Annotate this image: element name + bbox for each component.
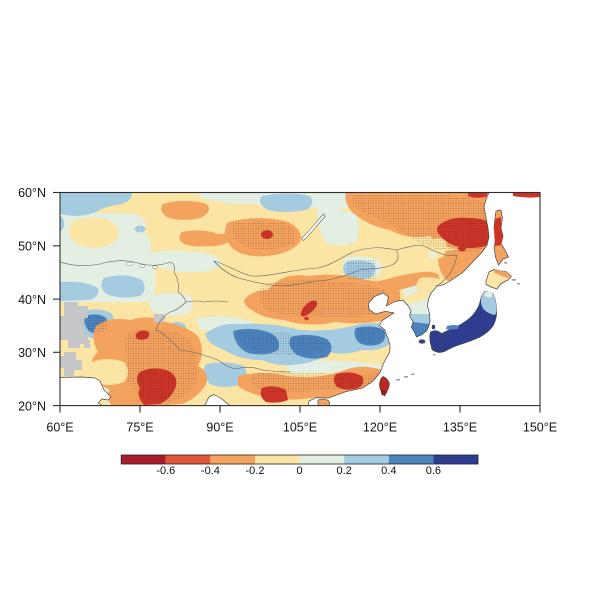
svg-text:60°N: 60°N — [18, 186, 46, 200]
svg-text:75°E: 75°E — [126, 421, 153, 435]
svg-text:0.6: 0.6 — [426, 465, 441, 477]
svg-text:-0.2: -0.2 — [246, 465, 265, 477]
svg-text:120°E: 120°E — [363, 421, 397, 435]
svg-text:105°E: 105°E — [283, 421, 317, 435]
svg-text:0.2: 0.2 — [337, 465, 352, 477]
svg-text:0.4: 0.4 — [381, 465, 396, 477]
svg-text:90°E: 90°E — [206, 421, 233, 435]
svg-text:30°N: 30°N — [18, 346, 46, 360]
svg-text:0: 0 — [297, 465, 303, 477]
svg-text:135°E: 135°E — [443, 421, 477, 435]
svg-text:150°E: 150°E — [523, 421, 557, 435]
svg-text:40°N: 40°N — [18, 293, 46, 307]
svg-text:50°N: 50°N — [18, 240, 46, 254]
svg-text:-0.4: -0.4 — [201, 465, 220, 477]
svg-text:20°N: 20°N — [18, 399, 46, 413]
svg-text:60°E: 60°E — [46, 421, 73, 435]
svg-text:-0.6: -0.6 — [156, 465, 175, 477]
